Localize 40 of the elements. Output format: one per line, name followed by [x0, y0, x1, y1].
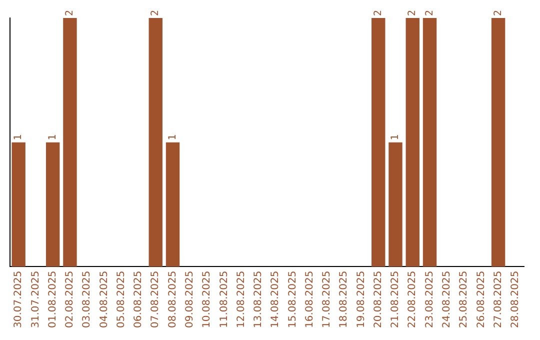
data-label: 1 — [13, 134, 24, 140]
x-tick-label: 04.08.2025 — [98, 270, 110, 328]
data-label: 1 — [167, 134, 178, 140]
x-tick-label: 21.08.2025 — [390, 270, 402, 328]
x-tick-label: 17.08.2025 — [322, 270, 333, 328]
x-tick-label: 30.07.2025 — [13, 270, 24, 328]
x-tick-label: 05.08.2025 — [116, 270, 127, 328]
data-label: 2 — [424, 10, 436, 16]
data-label: 2 — [150, 10, 162, 16]
data-label: 2 — [407, 10, 418, 16]
x-tick-label: 06.08.2025 — [133, 270, 144, 328]
x-tick-label: 16.08.2025 — [304, 270, 316, 328]
x-tick-label: 03.08.2025 — [82, 270, 93, 328]
x-tick-label: 14.08.2025 — [270, 270, 282, 328]
x-tick-label: 24.08.2025 — [441, 270, 452, 328]
x-tick-label: 13.08.2025 — [253, 270, 264, 328]
x-tick-label: 27.08.2025 — [492, 270, 504, 328]
data-label: 2 — [492, 10, 504, 16]
x-tick-label: 10.08.2025 — [202, 270, 213, 328]
x-tick-label: 12.08.2025 — [236, 270, 247, 328]
x-tick-label: 11.08.2025 — [218, 270, 230, 328]
x-tick-label: 02.08.2025 — [64, 270, 76, 328]
x-tick-label: 08.08.2025 — [167, 270, 178, 328]
x-tick-label: 09.08.2025 — [184, 270, 196, 328]
x-tick-label: 15.08.2025 — [287, 270, 298, 328]
data-label: 1 — [47, 134, 58, 140]
x-tick-label: 19.08.2025 — [356, 270, 367, 328]
x-tick-label: 20.08.2025 — [372, 270, 384, 328]
x-tick-label: 25.08.2025 — [458, 270, 470, 328]
data-label: 2 — [372, 10, 384, 16]
x-tick-label: 23.08.2025 — [424, 270, 436, 328]
x-tick-label: 18.08.2025 — [338, 270, 350, 328]
x-tick-label: 07.08.2025 — [150, 270, 162, 328]
x-tick-label: 01.08.2025 — [47, 270, 58, 328]
data-label: 2 — [64, 10, 76, 16]
data-label: 1 — [390, 134, 402, 140]
x-tick-label: 26.08.2025 — [476, 270, 487, 328]
x-tick-label: 31.07.2025 — [30, 270, 42, 328]
x-tick-label: 22.08.2025 — [407, 270, 418, 328]
x-tick-label: 28.08.2025 — [510, 270, 522, 328]
